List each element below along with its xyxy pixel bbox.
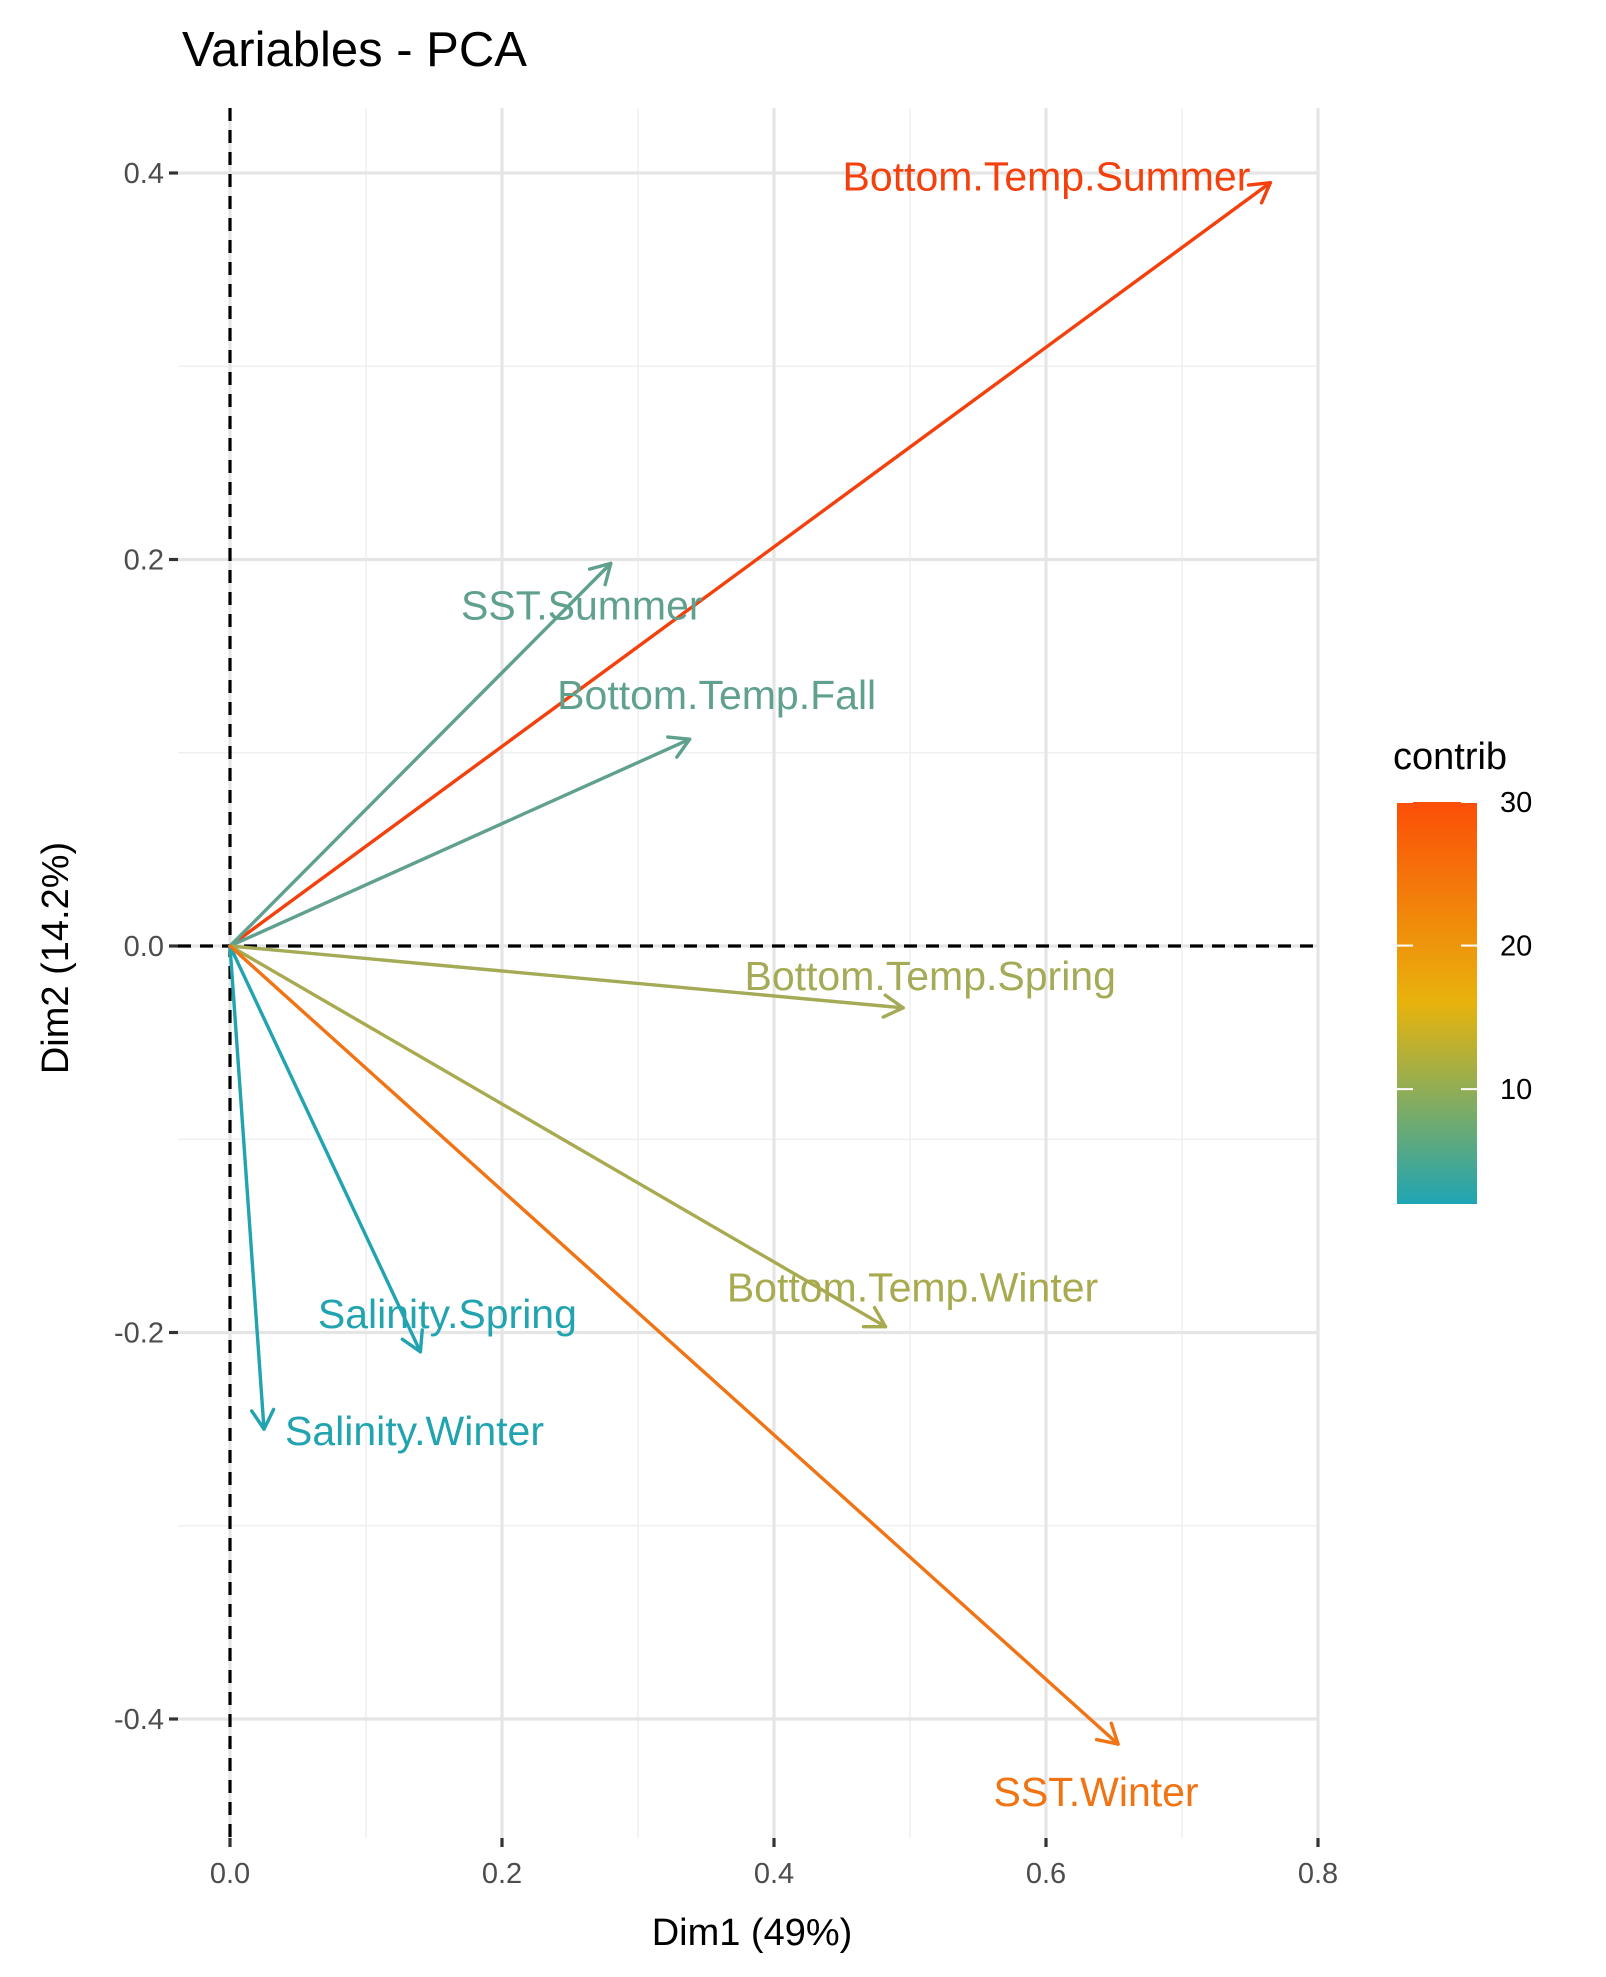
label-salinity-winter: Salinity.Winter <box>285 1408 544 1454</box>
arrow-sst-winter <box>228 944 1120 1746</box>
y-tick-label: -0.2 <box>114 1318 164 1350</box>
reference-lines <box>178 108 1318 1838</box>
x-tick-label: 0.6 <box>1026 1858 1066 1890</box>
arrowhead <box>861 1305 888 1329</box>
legend-tick-label: 20 <box>1500 931 1532 963</box>
arrowhead <box>1246 180 1273 205</box>
x-tick-label: 0.8 <box>1298 1858 1338 1890</box>
arrowhead <box>249 1407 276 1431</box>
x-tick-label: 0.4 <box>754 1858 794 1890</box>
legend-ticks: 10 20 30 <box>1397 787 1532 1106</box>
major-gridlines <box>178 108 1320 1838</box>
label-bottom-temp-fall: Bottom.Temp.Fall <box>557 672 876 718</box>
legend-title: contrib <box>1393 736 1507 778</box>
x-axis-ticks: 0.0 0.2 0.4 0.6 0.8 <box>210 1838 1338 1890</box>
y-tick-label: 0.2 <box>124 545 164 577</box>
arrow-bottom-temp-winter <box>228 944 888 1329</box>
label-sst-winter: SST.Winter <box>994 1769 1199 1815</box>
chart-title: Variables - PCA <box>182 23 527 77</box>
label-bottom-temp-winter: Bottom.Temp.Winter <box>727 1265 1098 1311</box>
x-axis-title: Dim1 (49%) <box>652 1912 853 1954</box>
x-tick-label: 0.0 <box>210 1858 250 1890</box>
y-axis-title: Dim2 (14.2%) <box>35 842 77 1074</box>
minor-gridlines <box>178 108 1318 1838</box>
arrowhead <box>666 735 692 759</box>
label-bottom-temp-spring: Bottom.Temp.Spring <box>744 953 1115 999</box>
label-salinity-spring: Salinity.Spring <box>318 1291 577 1337</box>
legend-colorbar <box>1397 802 1477 1204</box>
y-axis-ticks: -0.4 -0.2 0.0 0.2 0.4 <box>114 158 178 1736</box>
arrow-sst-summer <box>228 561 613 948</box>
contrib-legend: contrib 10 20 30 <box>1393 736 1532 1204</box>
arrowhead <box>1094 1721 1120 1746</box>
label-bottom-temp-summer: Bottom.Temp.Summer <box>843 154 1251 200</box>
arrowhead <box>587 561 613 587</box>
arrow-salinity-spring <box>228 944 423 1354</box>
arrow-bottom-temp-summer <box>228 180 1273 948</box>
legend-tick-label: 30 <box>1500 787 1532 819</box>
arrow-bottom-temp-spring <box>228 944 905 1010</box>
arrow-bottom-temp-fall <box>228 737 692 948</box>
y-tick-label: -0.4 <box>114 1704 164 1736</box>
arrowhead <box>881 993 905 1019</box>
variable-labels: Bottom.Temp.Summer SST.Summer Bottom.Temp.… <box>285 154 1250 1815</box>
legend-tick-label: 10 <box>1500 1074 1532 1106</box>
y-tick-label: 0.0 <box>124 931 164 963</box>
x-tick-label: 0.2 <box>482 1858 522 1890</box>
arrowhead <box>400 1328 424 1354</box>
arrow-salinity-winter <box>228 944 266 1431</box>
label-sst-summer: SST.Summer <box>461 582 703 628</box>
y-tick-label: 0.4 <box>124 158 164 190</box>
variable-arrows <box>228 180 1273 1746</box>
